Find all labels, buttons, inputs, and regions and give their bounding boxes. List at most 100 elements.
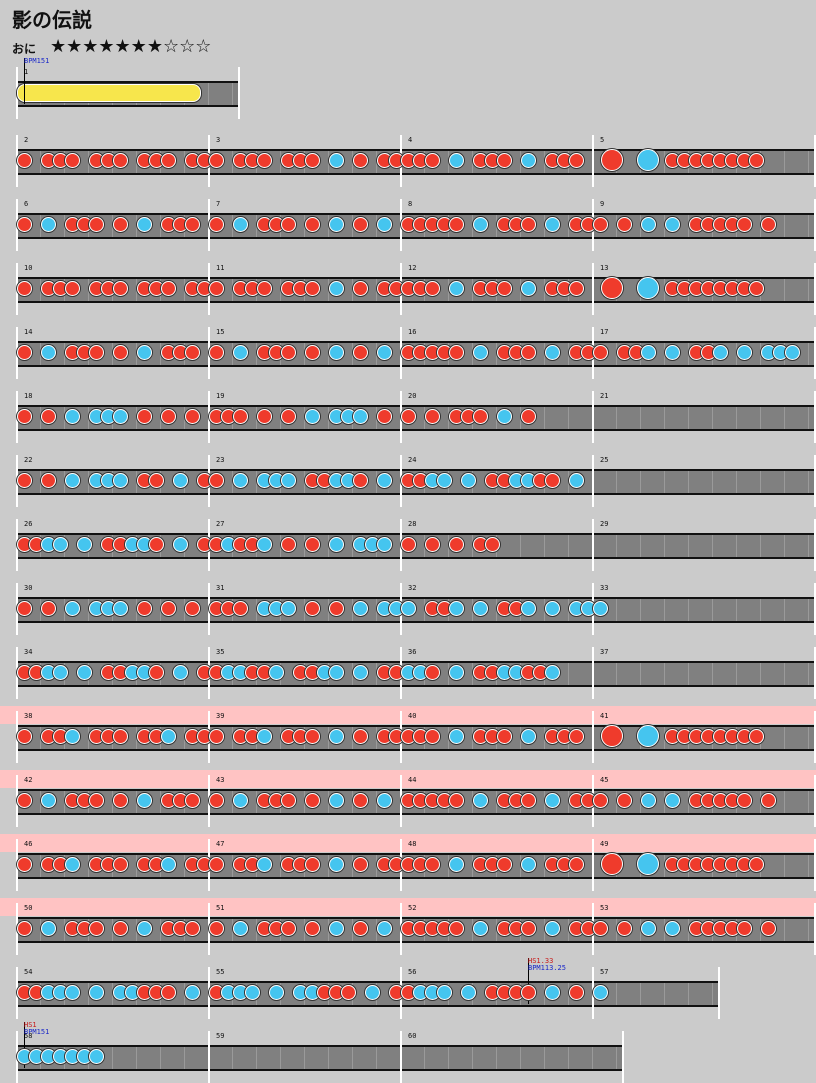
don-note (112, 344, 128, 360)
ka-note (244, 984, 260, 1000)
beat-divider (760, 471, 761, 493)
beat-divider (640, 407, 641, 429)
don-note (496, 152, 512, 168)
measure-number: 36 (408, 648, 417, 656)
ka-note (232, 216, 248, 232)
don-note (496, 280, 512, 296)
ka-note (76, 664, 92, 680)
don-note (352, 472, 368, 488)
don-note (748, 856, 764, 872)
measure-number: 55 (216, 968, 225, 976)
ka-note (328, 344, 344, 360)
ka-note (544, 344, 560, 360)
ka-note (352, 408, 368, 424)
ka-note (136, 216, 152, 232)
ka-note (472, 216, 488, 232)
don-note (400, 408, 416, 424)
measure-number: 5 (600, 136, 605, 144)
chart-row: 6 7 8 9 (0, 194, 816, 251)
beat-divider (784, 919, 785, 941)
beat-divider (520, 535, 521, 557)
measure-number: 41 (600, 712, 609, 720)
beat-divider (544, 1047, 545, 1069)
don-note (472, 408, 488, 424)
don-note (304, 920, 320, 936)
beat-divider (256, 1047, 257, 1069)
don-note (16, 792, 32, 808)
note-lane (16, 405, 816, 431)
beat-divider (424, 1047, 425, 1069)
don-note (568, 152, 584, 168)
beat-divider (136, 1047, 137, 1069)
big-ka-note (637, 277, 659, 299)
ka-note (520, 152, 536, 168)
ka-note (640, 920, 656, 936)
don-note (40, 472, 56, 488)
scroll-speed-label: HS1 (24, 1021, 37, 1029)
don-note (304, 280, 320, 296)
measure-number: 13 (600, 264, 609, 272)
don-note (424, 728, 440, 744)
beat-divider (592, 1047, 593, 1069)
ka-note (232, 472, 248, 488)
measure-number: 25 (600, 456, 609, 464)
measure-barline (814, 903, 816, 955)
measure-barline (718, 967, 720, 1019)
measure-number: 20 (408, 392, 417, 400)
don-note (616, 792, 632, 808)
don-note (736, 792, 752, 808)
ka-note (448, 664, 464, 680)
ka-note (52, 664, 68, 680)
ka-note (568, 472, 584, 488)
chart-row: 10 11 12 13 (0, 258, 816, 315)
beat-divider (664, 599, 665, 621)
beat-divider (568, 1047, 569, 1069)
don-note (616, 216, 632, 232)
ka-note (664, 920, 680, 936)
measure-number: 16 (408, 328, 417, 336)
beat-divider (160, 1047, 161, 1069)
don-note (520, 344, 536, 360)
beat-divider (712, 983, 713, 1005)
measure-number: 35 (216, 648, 225, 656)
beat-divider (520, 1047, 521, 1069)
measure-number: 22 (24, 456, 33, 464)
beat-divider (784, 727, 785, 749)
beat-divider (328, 1047, 329, 1069)
don-note (448, 920, 464, 936)
ka-note (664, 792, 680, 808)
ka-note (280, 472, 296, 488)
measure-number: 14 (24, 328, 33, 336)
note-lane (16, 1045, 624, 1071)
measure-number: 32 (408, 584, 417, 592)
don-note (304, 344, 320, 360)
don-note (88, 920, 104, 936)
don-note (280, 920, 296, 936)
don-note (16, 728, 32, 744)
don-note (16, 408, 32, 424)
beat-divider (808, 919, 809, 941)
don-note (88, 216, 104, 232)
ka-note (460, 984, 476, 1000)
don-note (208, 792, 224, 808)
ka-note (640, 216, 656, 232)
don-note (760, 216, 776, 232)
don-note (280, 408, 296, 424)
chart-row: 2 3 4 5 (0, 130, 816, 187)
event-marker-line (528, 958, 529, 1004)
measure-barline (814, 519, 816, 571)
ka-note (136, 920, 152, 936)
difficulty-course: おに (12, 42, 37, 56)
beat-divider (544, 407, 545, 429)
ka-note (364, 984, 380, 1000)
measure-number: 23 (216, 456, 225, 464)
ka-note (64, 728, 80, 744)
don-note (352, 152, 368, 168)
don-note (208, 920, 224, 936)
difficulty-stars: ★★★★★★★☆☆☆ (50, 36, 212, 57)
beat-divider (496, 1047, 497, 1069)
don-note (160, 600, 176, 616)
beat-divider (712, 663, 713, 685)
don-note (280, 216, 296, 232)
beat-divider (784, 791, 785, 813)
